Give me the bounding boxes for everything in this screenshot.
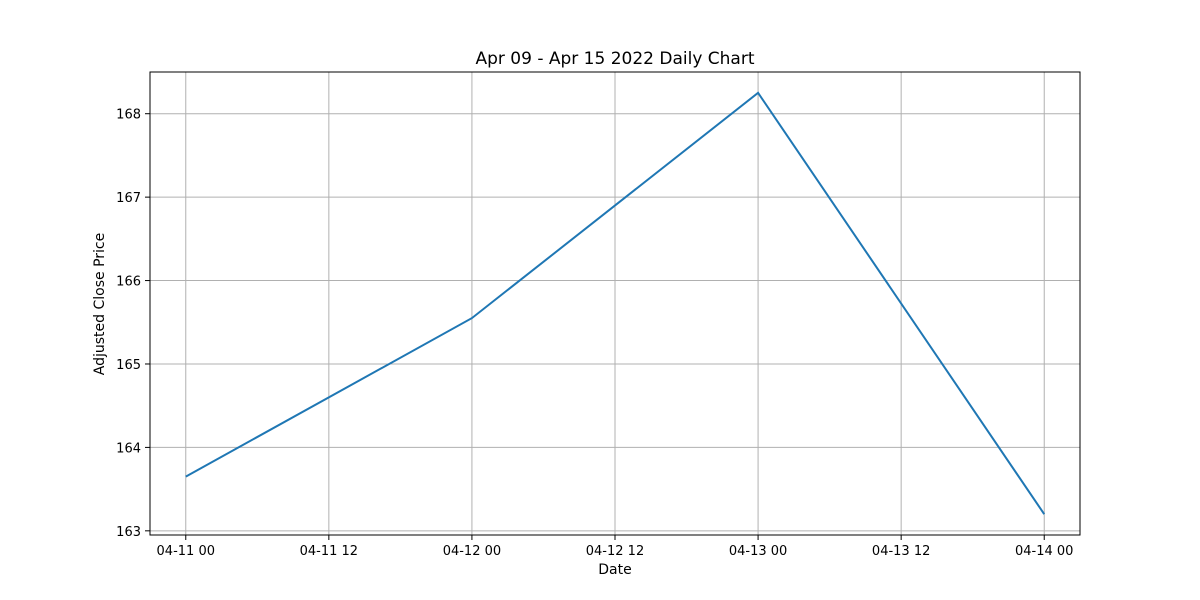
x-tick-label: 04-12 12 xyxy=(586,544,644,559)
x-tick-label: 04-13 12 xyxy=(872,544,930,559)
x-tick-label: 04-11 00 xyxy=(157,544,215,559)
chart-title: Apr 09 - Apr 15 2022 Daily Chart xyxy=(475,49,754,69)
y-tick-label: 168 xyxy=(116,108,141,123)
y-tick-label: 164 xyxy=(116,441,141,456)
series-layer xyxy=(185,91,1046,515)
x-tick-label: 04-12 00 xyxy=(443,544,501,559)
y-axis: 163 164 165 166 167 168 xyxy=(116,108,150,540)
x-tick-label: 04-13 00 xyxy=(729,544,787,559)
y-tick-label: 165 xyxy=(116,358,141,373)
x-tick-label: 04-11 12 xyxy=(300,544,358,559)
y-axis-label: Adjusted Close Price xyxy=(92,233,108,375)
x-axis: 04-11 00 04-11 12 04-12 00 04-12 12 04-13 00… xyxy=(157,535,1073,559)
grid xyxy=(150,72,1080,535)
x-tick-label: 04-14 00 xyxy=(1015,544,1073,559)
series-line xyxy=(185,91,1046,515)
y-tick-label: 166 xyxy=(116,275,141,290)
y-tick-label: 163 xyxy=(116,525,141,540)
x-axis-label: Date xyxy=(598,562,631,578)
y-tick-label: 167 xyxy=(116,191,141,206)
